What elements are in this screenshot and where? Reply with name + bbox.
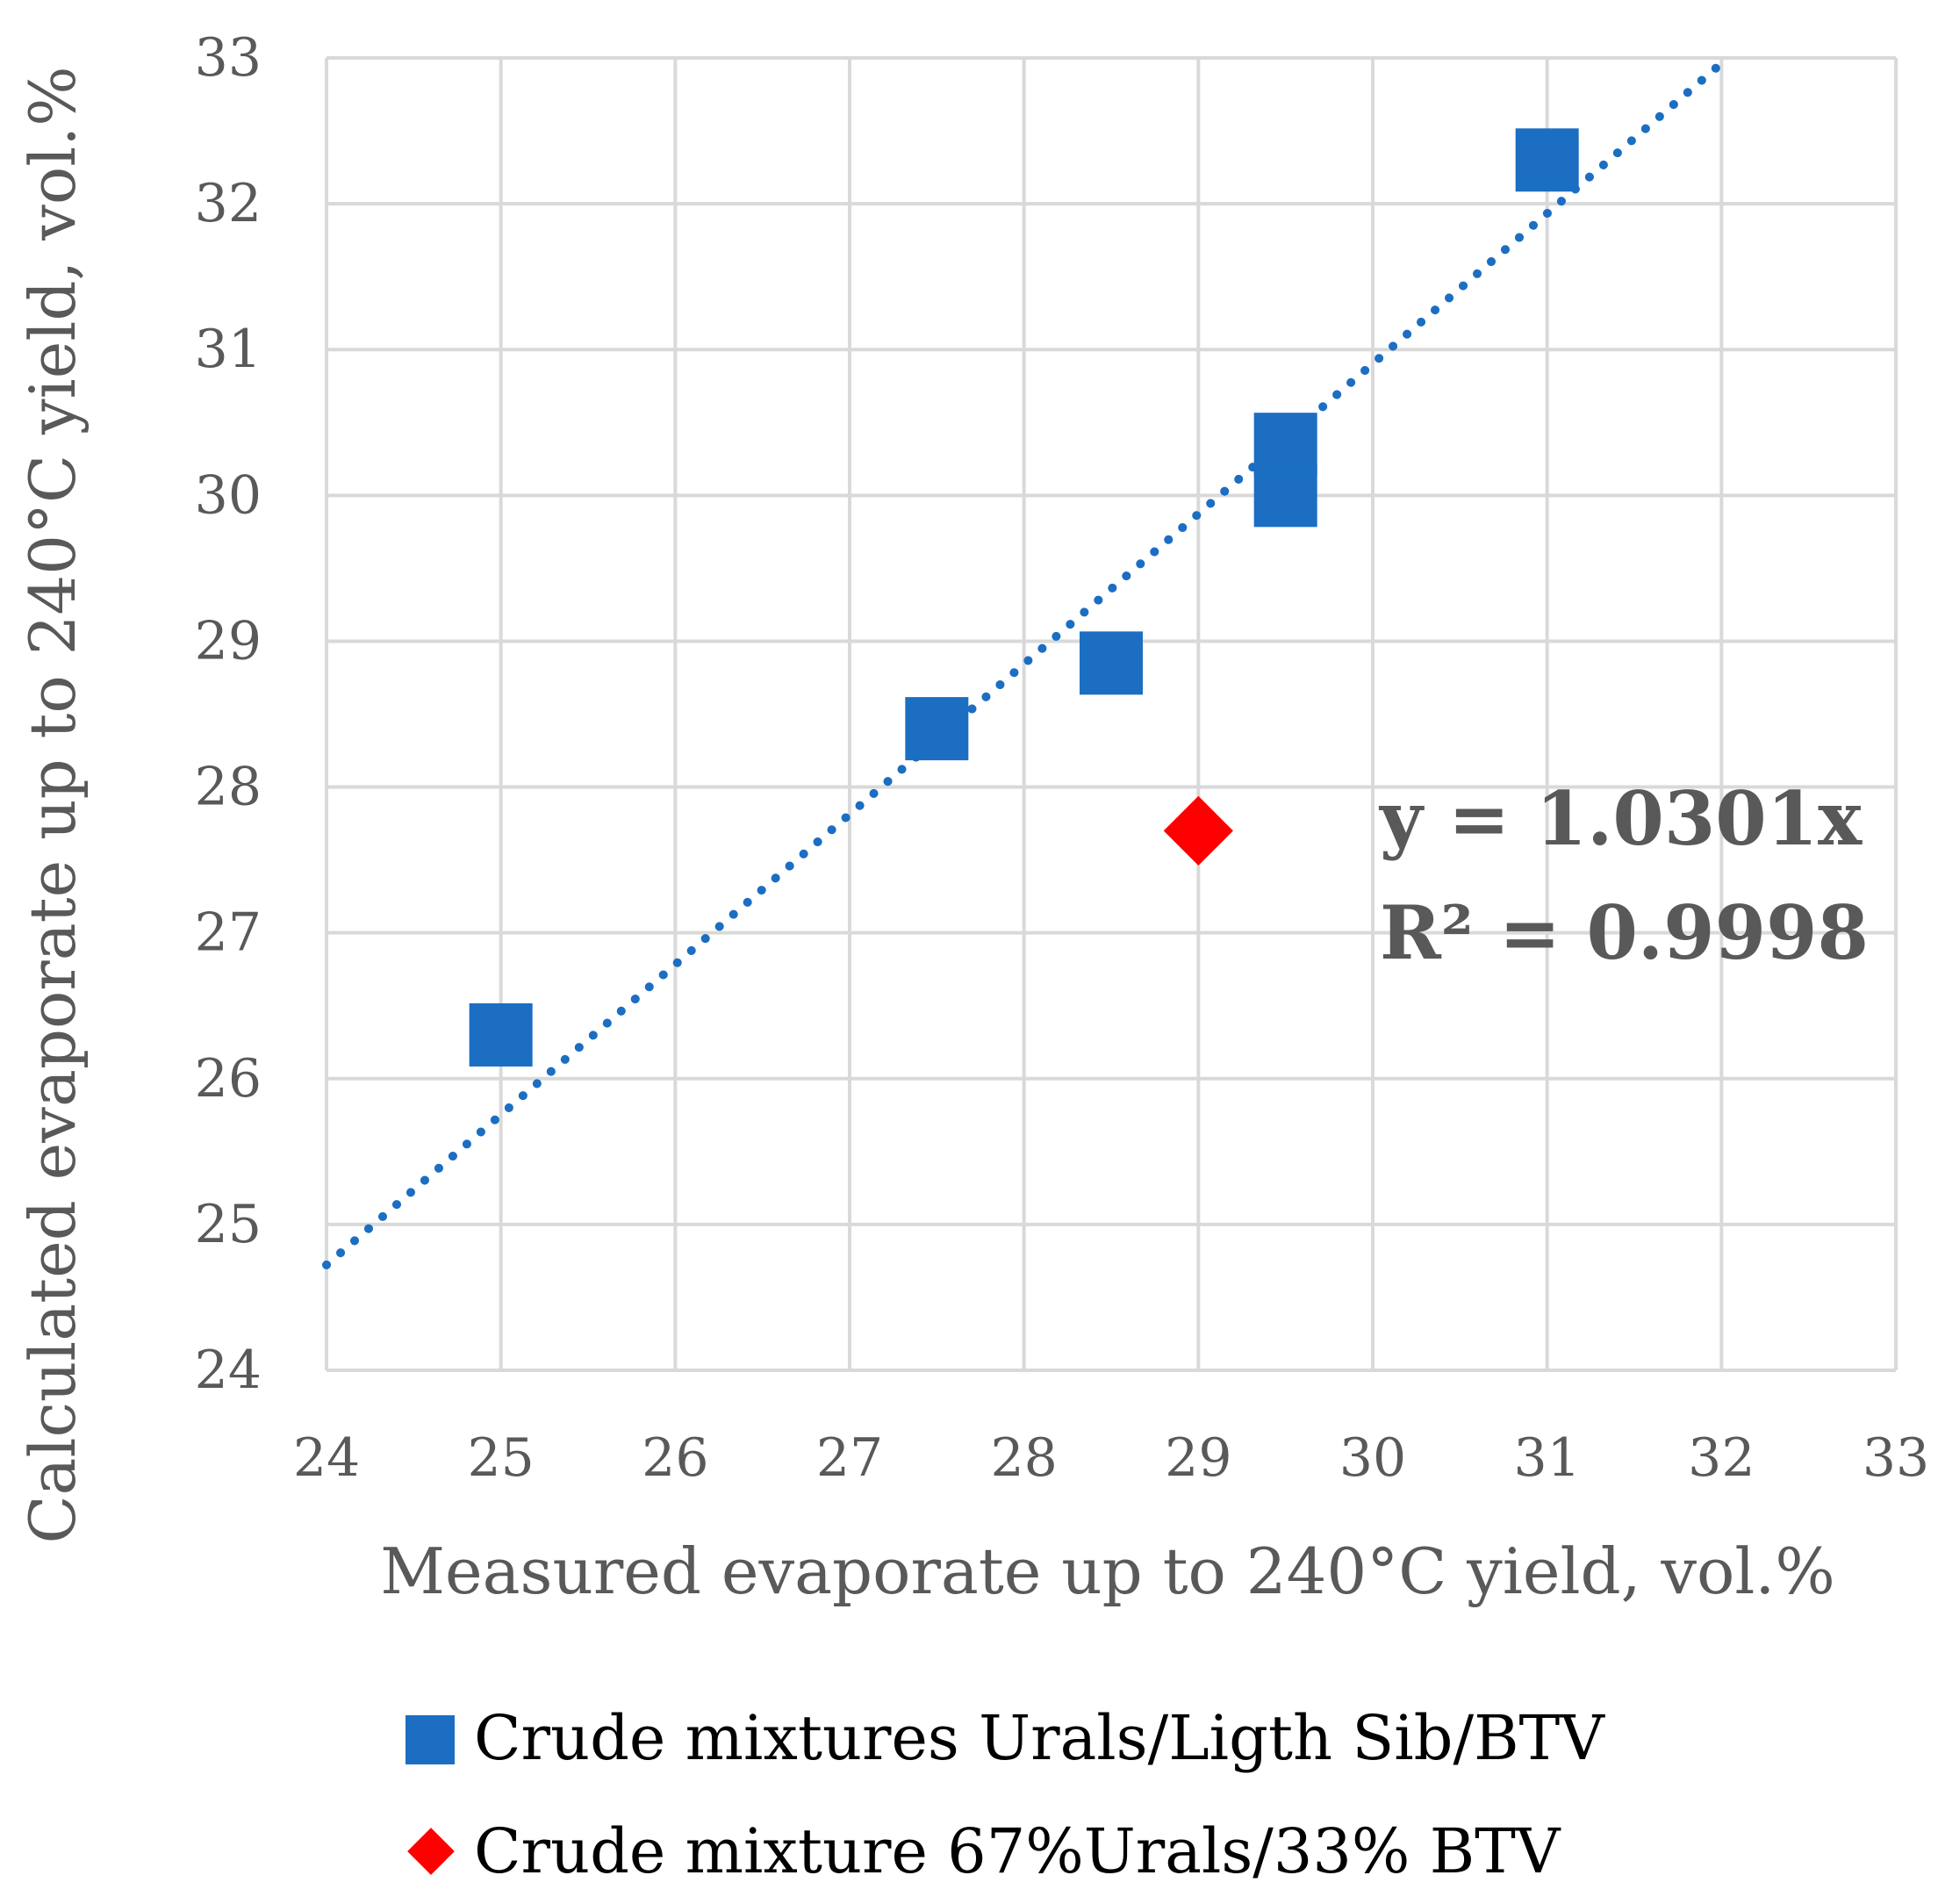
y-tick-labels: 24 25 26 27 28 29 30 31 32 33	[195, 27, 262, 1401]
x-tick-label: 26	[642, 1427, 708, 1489]
x-tick-label: 33	[1863, 1427, 1929, 1489]
legend-marker-diamond	[407, 1828, 455, 1875]
y-tick-label: 33	[195, 27, 262, 89]
y-tick-label: 28	[195, 757, 262, 818]
y-tick-label: 32	[195, 173, 262, 234]
x-tick-label: 27	[816, 1427, 883, 1489]
legend-label-series-2: Crude mixture 67%Urals/33% BTV	[474, 1815, 1561, 1887]
x-tick-label: 29	[1165, 1427, 1231, 1489]
legend-label-series-1: Crude mixtures Urals/Ligth Sib/BTV	[474, 1702, 1605, 1774]
points-layer	[469, 128, 1579, 1067]
trendline-layer	[322, 54, 1733, 1270]
legend-marker-square	[406, 1715, 455, 1764]
grid	[325, 56, 1898, 1372]
x-tick-label: 30	[1339, 1427, 1406, 1489]
data-point-square	[1080, 631, 1143, 695]
x-tick-label: 24	[293, 1427, 360, 1489]
x-tick-label: 25	[467, 1427, 534, 1489]
data-point-square	[905, 697, 969, 761]
trendline-equation: y = 1.0301x	[1378, 775, 1863, 862]
y-tick-label: 30	[195, 464, 262, 526]
x-tick-labels: 24 25 26 27 28 29 30 31 32 33	[293, 1427, 1929, 1489]
trendline	[322, 54, 1733, 1270]
legend: Crude mixtures Urals/Ligth Sib/BTV Crude…	[406, 1702, 1605, 1887]
y-axis-title: Calculated evaporate up to 240°C yield, …	[16, 66, 90, 1543]
data-point-square	[1253, 413, 1317, 477]
trendline-r-squared: R² = 0.9998	[1380, 889, 1869, 976]
y-tick-label: 25	[195, 1194, 262, 1255]
y-tick-label: 31	[195, 319, 262, 380]
data-point-diamond	[1163, 795, 1233, 866]
y-tick-label: 24	[195, 1340, 262, 1401]
data-point-square	[469, 1002, 533, 1067]
x-tick-label: 32	[1688, 1427, 1755, 1489]
data-point-square	[1515, 128, 1579, 192]
x-axis-title: Measured evaporate up to 240°C yield, vo…	[380, 1534, 1834, 1608]
x-tick-label: 28	[990, 1427, 1057, 1489]
x-tick-label: 31	[1513, 1427, 1580, 1489]
y-tick-label: 26	[195, 1048, 262, 1110]
y-tick-label: 27	[195, 902, 262, 964]
y-tick-label: 29	[195, 610, 262, 672]
